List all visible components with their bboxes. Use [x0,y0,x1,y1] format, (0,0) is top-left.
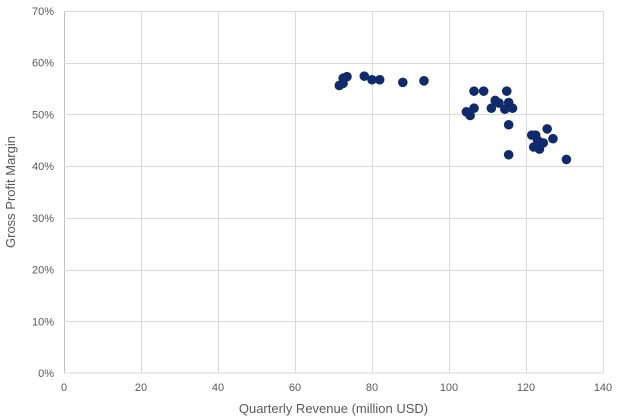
data-point [542,124,552,134]
data-point [469,86,479,96]
x-tick-label: 60 [289,382,301,394]
y-tick-label: 40% [32,161,54,173]
x-tick-labels: 0 20 40 60 80 100 120 140 [61,382,612,394]
data-point [398,77,408,88]
data-point [478,86,489,96]
y-tick-label: 10% [32,316,54,328]
data-point [501,86,512,96]
data-point [503,149,514,160]
y-tick-label: 30% [32,213,54,225]
y-tick-label: 60% [32,58,54,70]
data-point [538,138,549,148]
y-tick-label: 0% [38,368,54,380]
y-axis-title: Gross Profit Margin [3,136,18,248]
data-point [367,74,377,85]
data-point [374,74,385,85]
data-point [548,133,558,144]
y-tick-label: 20% [32,265,54,277]
x-tick-label: 100 [440,382,458,394]
x-axis-title: Quarterly Revenue (million USD) [239,401,428,416]
gridlines [64,11,604,373]
data-point [494,98,504,108]
data-point [507,103,518,114]
data-point [469,103,479,114]
data-points [334,71,572,165]
data-point [359,71,370,81]
x-tick-label: 20 [135,382,147,394]
x-tick-label: 80 [366,382,378,394]
x-tick-label: 140 [594,382,612,394]
y-tick-label: 50% [32,109,54,121]
data-point [561,154,572,165]
data-point [503,119,514,130]
x-tick-label: 120 [517,382,535,394]
y-tick-label: 70% [32,6,54,18]
data-point [486,103,497,114]
x-tick-label: 40 [212,382,224,394]
y-tick-labels: 0% 10% 20% 30% 40% 50% 60% 70% [32,6,54,380]
x-tick-label: 0 [61,382,67,394]
data-point [419,76,429,86]
data-point [465,110,475,121]
data-point [342,71,352,82]
